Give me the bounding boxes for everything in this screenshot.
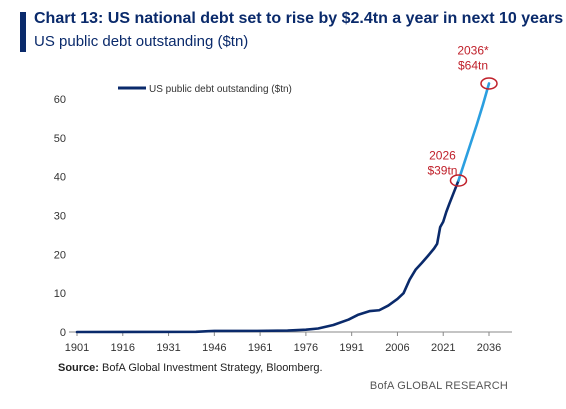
x-tick-label: 2021: [431, 342, 455, 354]
x-tick-label: 1961: [248, 342, 272, 354]
source-text: BofA Global Investment Strategy, Bloombe…: [98, 362, 323, 374]
series-line-historical: [75, 179, 460, 334]
annotation-value: $64tn: [458, 58, 488, 72]
y-tick-label: 20: [54, 249, 66, 261]
series-line-projection: [457, 82, 491, 182]
x-tick-label: 2006: [385, 342, 409, 354]
annotation-year: 2036*: [457, 43, 489, 57]
chart-subtitle: US public debt outstanding ($tn): [34, 33, 249, 50]
annotation-year: 2026: [429, 149, 456, 163]
chart-series: [75, 82, 491, 334]
x-tick-label: 1976: [294, 342, 318, 354]
branding: BofA GLOBAL RESEARCH: [369, 380, 508, 392]
x-tick-label: 1901: [65, 342, 89, 354]
chart-legend: US public debt outstanding ($tn): [118, 84, 292, 95]
legend-label: US public debt outstanding ($tn): [149, 84, 292, 95]
y-tick-label: 60: [54, 94, 66, 106]
chart-axes: 1901 1916 1931 1946 1961 1976 1991 2006 2021 2036…: [54, 94, 512, 354]
x-tick-label: 1931: [156, 342, 180, 354]
x-tick-label: 1916: [111, 342, 135, 354]
annotation-marker: [449, 174, 468, 187]
source-label: Source:: [58, 362, 99, 374]
y-tick-label: 0: [60, 327, 66, 339]
annotation-marker: [480, 77, 498, 90]
x-tick-label: 2036: [477, 342, 501, 354]
y-tick-label: 50: [54, 133, 66, 145]
title-accent-bar: [20, 12, 26, 52]
chart-annotations: 2026$39tn 2036*$64tn: [427, 43, 498, 187]
y-tick-label: 10: [54, 288, 66, 300]
x-tick-label: 1946: [202, 342, 226, 354]
annotation-value: $39tn: [427, 164, 457, 178]
y-tick-label: 30: [54, 211, 66, 223]
y-tick-label: 40: [54, 172, 66, 184]
x-tick-label: 1991: [339, 342, 363, 354]
source-note: Source: BofA Global Investment Strategy,…: [58, 362, 323, 374]
chart-title: Chart 13: US national debt set to rise b…: [34, 10, 564, 27]
